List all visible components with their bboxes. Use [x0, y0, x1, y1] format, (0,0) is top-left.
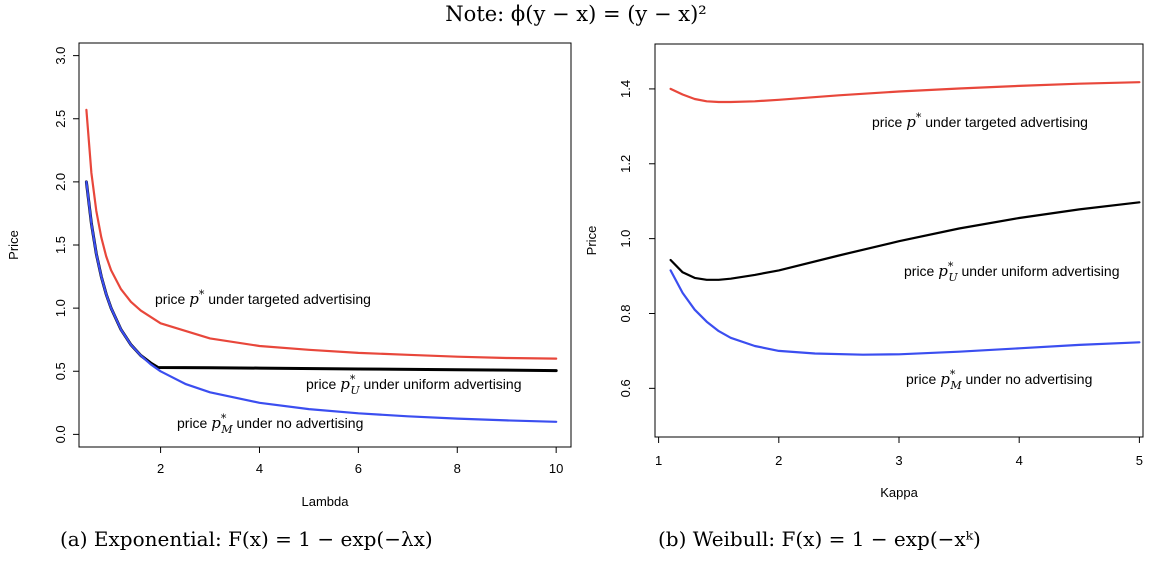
- x-tick-label: 10: [549, 461, 563, 476]
- y-tick-label: 2.5: [53, 110, 68, 128]
- series-label-targeted: price p* under targeted advertising: [872, 111, 1088, 131]
- x-tick-label: 2: [775, 453, 782, 468]
- y-tick-label: 1.4: [618, 80, 633, 98]
- x-tick-label: 2: [157, 461, 164, 476]
- y-tick-label: 0.8: [618, 304, 633, 322]
- series-line-none: [85, 180, 558, 423]
- x-tick-label: 8: [454, 461, 461, 476]
- x-tick-label: 4: [1016, 453, 1023, 468]
- x-axis-title: Kappa: [880, 485, 918, 500]
- y-tick-label: 1.0: [618, 230, 633, 248]
- y-axis-title: Price: [584, 226, 599, 256]
- series-line-targeted: [669, 81, 1141, 104]
- series-label-targeted: price p* under targeted advertising: [155, 288, 371, 308]
- x-tick-label: 3: [895, 453, 902, 468]
- y-tick-label: 0.5: [53, 362, 68, 380]
- x-tick-label: 5: [1136, 453, 1143, 468]
- series-label-uniform: price p* U under uniform advertising: [306, 373, 522, 397]
- x-tick-label: 6: [355, 461, 362, 476]
- y-axis-title: Price: [6, 230, 21, 260]
- x-tick-label: 1: [655, 453, 662, 468]
- note-heading: Note: ϕ(y − x) = (y − x)²: [445, 2, 707, 26]
- series-label-none: price p* M under no advertising: [906, 368, 1092, 392]
- series-line-targeted: [85, 108, 558, 360]
- series-line-uniform: [669, 201, 1141, 281]
- y-tick-label: 0.6: [618, 379, 633, 397]
- series-line-none: [669, 269, 1141, 356]
- x-axis-title: Lambda: [302, 494, 350, 509]
- series-label-none: price p* M under no advertising: [177, 412, 363, 436]
- chart-exponential: 2 4 6 8 10 0.0 0.5 1.0 1.5 2.0 2.5 3.0 Lambda Price pr…: [6, 42, 572, 509]
- chart-weibull: 1 2 3 4 5 0.6 0.8 1.0 1.2 1.4 Kappa Price price p* u…: [584, 43, 1144, 500]
- x-tick-label: 4: [256, 461, 263, 476]
- y-tick-label: 1.0: [53, 299, 68, 317]
- y-tick-label: 1.5: [53, 236, 68, 254]
- y-tick-label: 3.0: [53, 47, 68, 65]
- caption-exponential: (a) Exponential: F(x) = 1 − exp(−λx): [60, 527, 433, 551]
- y-tick-label: 2.0: [53, 173, 68, 191]
- caption-weibull: (b) Weibull: F(x) = 1 − exp(−xᵏ): [658, 527, 981, 551]
- y-tick-label: 0.0: [53, 425, 68, 443]
- series-label-uniform: price p* U under uniform advertising: [904, 260, 1120, 284]
- y-tick-label: 1.2: [618, 155, 633, 173]
